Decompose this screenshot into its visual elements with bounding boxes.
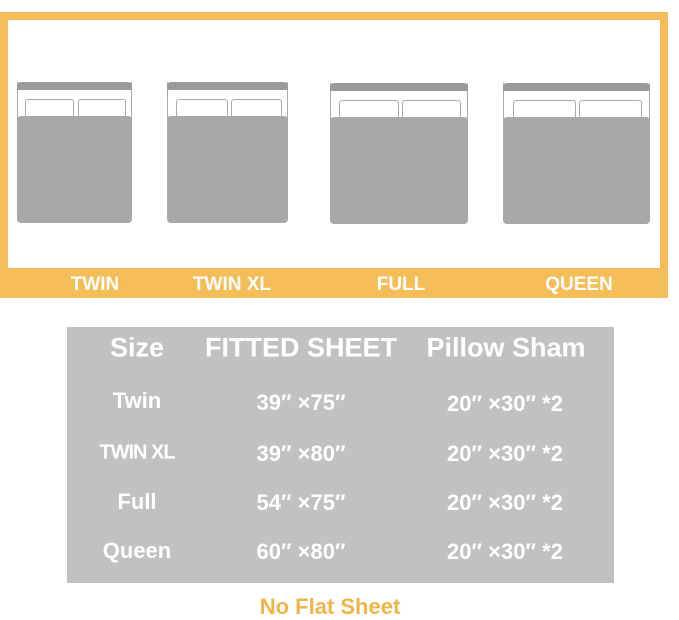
bed-label-full: FULL: [376, 274, 426, 295]
twin-bed-icon: [17, 82, 132, 223]
table-cell: Queen: [102, 538, 172, 563]
twin-xl-bed-icon: [167, 82, 288, 223]
table-header: Pillow Sham: [426, 332, 586, 363]
size-table: [67, 327, 614, 583]
table-cell: 20″ ×30″ *2: [447, 539, 563, 564]
table-cell: 20″ ×30″ *2: [447, 490, 563, 515]
label-band: [0, 268, 668, 298]
bed-label-queen: QUEEN: [545, 274, 613, 295]
bed-size-frame: [0, 12, 668, 298]
table-cell: 20″ ×30″ *2: [447, 441, 563, 466]
table-cell: 39″ ×75″: [256, 390, 346, 415]
table-cell: 20″ ×30″ *2: [447, 391, 563, 416]
table-cell: Twin: [112, 388, 162, 413]
bed-label-twin: TWIN: [70, 274, 120, 295]
table-cell: 39″ ×80″: [256, 441, 346, 466]
full-bed-icon: [330, 83, 468, 224]
queen-bed-icon: [503, 83, 650, 224]
table-cell: 54″ ×75″: [256, 490, 346, 515]
table-cell: 60″ ×80″: [256, 539, 346, 564]
table-header: Size: [109, 332, 165, 363]
no-flat-sheet-note: No Flat Sheet: [259, 594, 401, 619]
table-cell: TWIN XL: [99, 441, 175, 464]
table-header: FITTED SHEET: [204, 332, 398, 363]
table-cell: Full: [117, 489, 157, 514]
bed-label-twin-xl: TWIN XL: [192, 274, 272, 295]
